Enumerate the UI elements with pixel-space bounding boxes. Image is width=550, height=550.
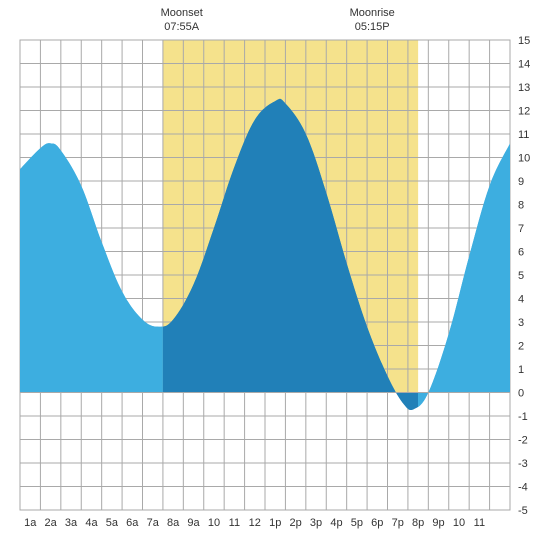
y-axis-label: 8 xyxy=(518,200,524,212)
x-axis-label: 8p xyxy=(412,517,424,529)
y-axis-label: 5 xyxy=(518,270,524,282)
x-axis-label: 1a xyxy=(24,517,37,529)
y-axis-label: 3 xyxy=(518,317,524,329)
y-axis-label: -1 xyxy=(518,411,528,423)
y-axis-label: 0 xyxy=(518,388,524,400)
chart-svg: -5-4-3-2-101234567891011121314151a2a3a4a… xyxy=(0,0,550,550)
y-axis-label: 11 xyxy=(518,129,529,141)
x-axis-label: 7p xyxy=(392,517,404,529)
x-axis-label: 4a xyxy=(85,517,98,529)
x-axis-label: 3a xyxy=(65,517,78,529)
y-axis-label: 12 xyxy=(518,106,530,118)
x-axis-label: 2a xyxy=(45,517,58,529)
y-axis-label: 2 xyxy=(518,341,524,353)
y-axis-label: 13 xyxy=(518,82,530,94)
x-axis-label: 6a xyxy=(126,517,139,529)
y-axis-label: 9 xyxy=(518,176,524,188)
y-axis-label: -5 xyxy=(518,505,528,517)
x-axis-label: 11 xyxy=(474,517,485,529)
y-axis-label: -4 xyxy=(518,482,528,494)
x-axis-label: 6p xyxy=(371,517,383,529)
moonrise-time: 05:15P xyxy=(355,21,390,33)
x-axis-label: 5p xyxy=(351,517,363,529)
x-axis-label: 2p xyxy=(290,517,302,529)
y-axis-label: 6 xyxy=(518,247,524,259)
x-axis-label: 11 xyxy=(229,517,240,529)
y-axis-label: 15 xyxy=(518,35,530,47)
tide-chart: -5-4-3-2-101234567891011121314151a2a3a4a… xyxy=(0,0,550,550)
x-axis-label: 1p xyxy=(269,517,281,529)
moonrise-label: Moonrise xyxy=(350,7,395,19)
x-axis-label: 10 xyxy=(208,517,220,529)
x-axis-label: 4p xyxy=(330,517,342,529)
x-axis-label: 12 xyxy=(249,517,261,529)
x-axis-label: 10 xyxy=(453,517,465,529)
moonset-label: Moonset xyxy=(161,7,203,19)
x-axis-label: 3p xyxy=(310,517,322,529)
x-axis-label: 9a xyxy=(187,517,200,529)
y-axis-label: -2 xyxy=(518,435,528,447)
x-axis-label: 8a xyxy=(167,517,180,529)
y-axis-label: 4 xyxy=(518,294,524,306)
moonset-time: 07:55A xyxy=(164,21,200,33)
y-axis-label: 14 xyxy=(518,59,530,71)
x-axis-label: 5a xyxy=(106,517,119,529)
y-axis-label: 7 xyxy=(518,223,524,235)
x-axis-label: 9p xyxy=(432,517,444,529)
y-axis-label: 1 xyxy=(518,364,524,376)
x-axis-label: 7a xyxy=(147,517,160,529)
y-axis-label: -3 xyxy=(518,458,528,470)
y-axis-label: 10 xyxy=(518,153,530,165)
